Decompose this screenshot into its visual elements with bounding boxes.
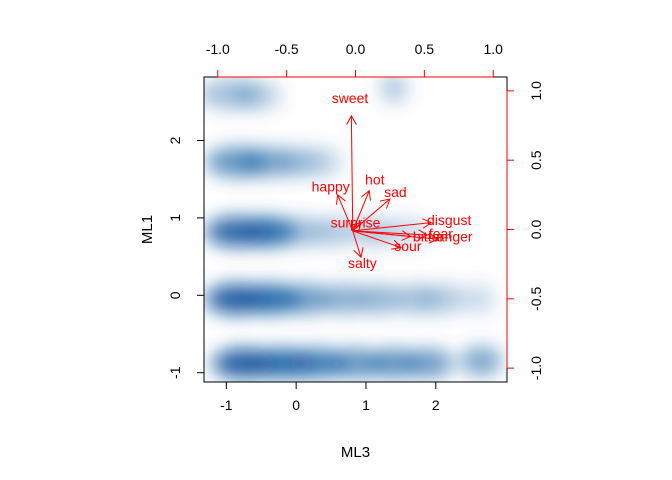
density-blob — [460, 284, 496, 315]
loading-label-disgust: disgust — [427, 212, 471, 228]
density-blob — [320, 284, 370, 315]
density-blob — [327, 348, 384, 379]
density-blob — [282, 284, 332, 315]
axes-layer: -1 0 1 2 -1 0 1 2 -1.0 -0.5 0.0 0.5 1.0 -1.0 -0.5 0.0 0.… — [167, 41, 544, 413]
loading-arrow-happy — [338, 195, 354, 232]
density-blob — [421, 284, 464, 315]
loading-arrow-disgust — [352, 223, 432, 232]
top-axis-tick-label: 0.0 — [346, 41, 366, 57]
top-axis-tick-label: 0.5 — [415, 41, 435, 57]
right-axis-tick-label: -0.5 — [528, 287, 544, 311]
density-blob — [313, 216, 356, 247]
bottom-axis-tick-label: -1 — [220, 397, 233, 413]
x-axis-label: ML3 — [341, 444, 370, 461]
density-blob — [233, 80, 283, 111]
loading-label-sour: sour — [394, 238, 422, 254]
loading-arrow-salty — [352, 230, 361, 257]
loading-label-sad: sad — [384, 184, 407, 200]
density-blob — [379, 77, 408, 103]
loading-label-happy: happy — [312, 179, 350, 195]
density-blob — [240, 216, 297, 247]
top-axis-tick-label: -0.5 — [275, 41, 299, 57]
bottom-axis-tick-label: 1 — [362, 397, 370, 413]
top-axis-tick-label: -1.0 — [206, 41, 230, 57]
loading-label-bitter: bitter — [413, 228, 444, 244]
density-blob — [369, 348, 419, 379]
loading-arrow-bitter — [352, 230, 411, 237]
left-axis-tick-label: 2 — [167, 136, 183, 144]
y-axis-label: ML1 — [139, 215, 156, 244]
right-axis-tick-label: 0.5 — [528, 150, 544, 170]
bottom-axis-tick-label: 0 — [292, 397, 300, 413]
density-blob — [282, 216, 325, 247]
left-axis-tick-label: 1 — [167, 214, 183, 222]
density-layer — [204, 77, 503, 379]
left-axis-tick-label: 0 — [167, 291, 183, 299]
loading-label-sweet: sweet — [332, 90, 369, 106]
density-blob — [289, 348, 346, 379]
right-axis-tick-label: -1.0 — [528, 356, 544, 380]
loading-label-salty: salty — [348, 255, 377, 271]
loading-arrow-sweet — [351, 116, 352, 231]
loading-label-fear: fear — [429, 226, 453, 242]
right-axis-tick-label: 0.0 — [528, 220, 544, 240]
density-blob — [460, 346, 503, 377]
bottom-axis-tick-label: 2 — [432, 397, 440, 413]
density-blob — [299, 147, 342, 178]
density-blob — [404, 348, 454, 379]
loading-arrow-sour — [352, 230, 401, 248]
top-axis-tick-label: 1.0 — [483, 41, 503, 57]
density-blob — [358, 284, 401, 315]
left-axis-tick-label: -1 — [167, 366, 183, 379]
right-axis-tick-label: 1.0 — [528, 81, 544, 101]
loading-label-anger: anger — [437, 228, 473, 244]
loading-label-surprise: surprise — [331, 215, 381, 231]
loading-label-hot: hot — [365, 172, 385, 188]
loading-arrow-surprise — [353, 223, 361, 231]
